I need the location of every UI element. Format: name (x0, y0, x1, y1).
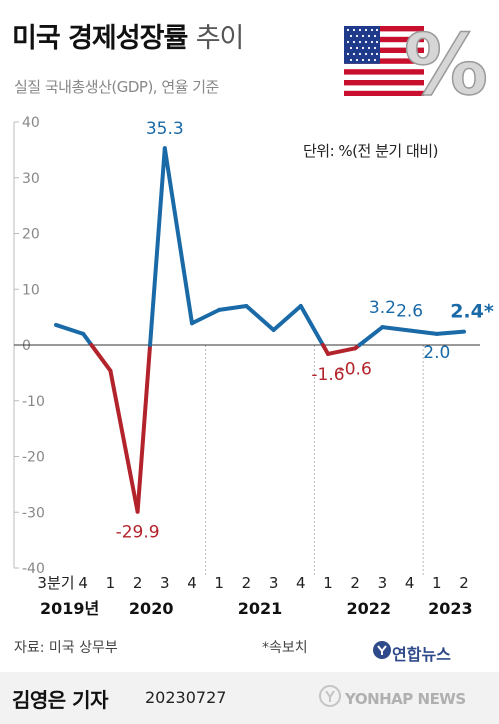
series-segment (326, 346, 358, 356)
y-tick-label: 10 (22, 282, 40, 298)
series-segment (298, 303, 325, 347)
percent-icon: % (403, 16, 489, 108)
series-segment (434, 329, 466, 336)
x-axis-year-labels: 2019년 2020 2021 2022 2023 (40, 599, 473, 618)
series-segment (190, 307, 222, 326)
x-tick-label: 4 (78, 574, 88, 592)
series-segment (162, 146, 194, 326)
publish-date: 20230727 (145, 688, 227, 707)
y-tick-label: 0 (22, 338, 31, 354)
x-tick-label: 1 (432, 574, 442, 592)
subtitle: 실질 국내총생산(GDP), 연율 기준 (14, 78, 219, 96)
data-label: 2.4* (450, 301, 494, 323)
yonhap-logo-icon (373, 641, 391, 659)
x-tick-label: 2 (459, 574, 469, 592)
x-tick-label: 4 (296, 574, 306, 592)
data-label: -29.9 (116, 523, 160, 543)
x-year-label: 2023 (428, 599, 473, 618)
series-segment (380, 325, 412, 333)
yonhap-logo-text: 연합뉴스 (392, 645, 451, 664)
x-tick-label: 2 (350, 574, 360, 592)
preliminary-note: *속보치 (262, 640, 308, 656)
series-segment (54, 322, 86, 336)
data-label: 2.6 (396, 302, 423, 322)
x-tick-label: 3 (378, 574, 388, 592)
x-year-label: 2020 (129, 599, 174, 618)
y-axis: 40 30 20 10 0 -10 -20 -30 -40 (13, 115, 45, 577)
series-segment (81, 331, 94, 347)
y-tick-label: 30 (22, 171, 40, 187)
data-label: 3.2 (369, 298, 396, 318)
y-tick-label: 20 (22, 227, 40, 243)
y-tick-label: -20 (22, 450, 45, 466)
x-tick-label: 1 (214, 574, 224, 592)
unit-label: 단위: %(전 분기 대비) (303, 142, 438, 160)
series-segment (271, 303, 303, 332)
x-axis-quarter-labels: 3분기 4 1 2 3 4 1 2 3 4 1 2 3 4 1 2 (37, 574, 468, 592)
x-tick-label: 1 (323, 574, 333, 592)
series-segment (148, 146, 167, 347)
series-segment (135, 343, 153, 514)
source-text: 자료: 미국 상무부 (14, 640, 118, 656)
y-tick-label: -30 (22, 505, 45, 521)
x-tick-label: 2 (242, 574, 252, 592)
y-tick-label: -40 (22, 561, 45, 577)
footer-band (0, 672, 499, 724)
y-tick-label: -10 (22, 394, 45, 410)
x-year-label: 2022 (347, 599, 392, 618)
us-flag-icon (344, 26, 424, 96)
title-sub: 추이 (195, 23, 245, 54)
data-label: -1.6 (311, 365, 344, 385)
agency-watermark: YONHAP NEWS (345, 690, 466, 708)
y-tick-label: 40 (22, 115, 40, 131)
x-tick-label: 4 (405, 574, 415, 592)
x-tick-label: 1 (106, 574, 116, 592)
title-main: 미국 경제성장률 (12, 23, 188, 54)
flag-canton (344, 26, 380, 64)
x-tick-label: 3분기 (37, 574, 74, 592)
data-label: 2.0 (423, 343, 450, 363)
x-tick-label: 3 (269, 574, 279, 592)
x-tick-label: 2 (133, 574, 143, 592)
x-year-label: 2021 (238, 599, 283, 618)
yonhap-watermark-icon (319, 685, 341, 707)
flag-stars (346, 28, 379, 62)
x-tick-label: 3 (160, 574, 170, 592)
series-segment (407, 328, 439, 336)
data-label: 35.3 (146, 119, 184, 139)
series-segment (108, 368, 140, 514)
series-segment (244, 303, 276, 332)
reporter-name: 김영은 기자 (12, 688, 108, 712)
series-line (54, 146, 466, 514)
series-segment (217, 303, 249, 312)
data-labels: -29.9 35.3 -1.6-0.6 3.2 2.6 2.02.4* (116, 119, 494, 542)
percent-glyph: % (404, 16, 488, 108)
series-segment (357, 325, 385, 347)
page-title: 미국 경제성장률 추이 (12, 16, 245, 55)
x-tick-label: 4 (187, 574, 197, 592)
data-label: -0.6 (339, 359, 372, 379)
x-year-label: 2019년 (40, 599, 99, 618)
series-segment (89, 343, 113, 373)
